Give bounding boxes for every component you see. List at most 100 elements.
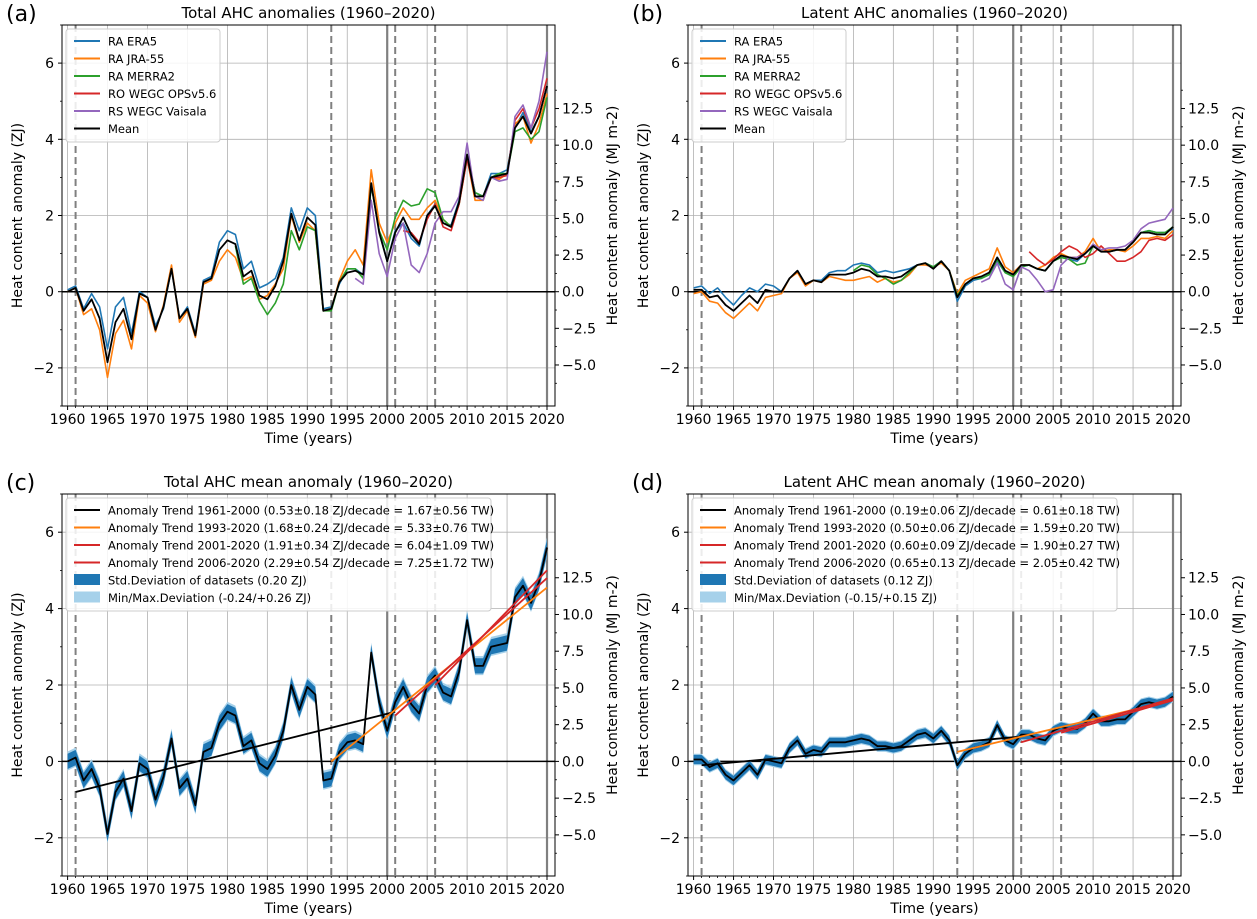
x-tick-label: 1965 [716, 882, 752, 898]
legend-label: RO WEGC OPSv5.6 [108, 87, 216, 101]
x-tick-label: 1990 [915, 412, 951, 428]
series-line [403, 78, 548, 243]
x-tick-label: 2020 [1155, 882, 1191, 898]
legend-label: RS WEGC Vaisala [108, 105, 207, 119]
y-axis-label: Heat content anomaly (ZJ) [636, 123, 652, 308]
legend-box [691, 497, 1118, 612]
x-tick-label: 1965 [716, 412, 752, 428]
legend-label: Min/Max.Deviation (-0.24/+0.26 ZJ) [108, 591, 311, 605]
x-tick-label: 1970 [756, 412, 792, 428]
y-axis-label: Heat content anomaly (ZJ) [636, 592, 652, 777]
y-tick-label: 4 [45, 132, 54, 148]
y-tick-label: 0 [45, 285, 54, 301]
y-right-tick-label: 0.0 [562, 285, 584, 301]
legend-box [691, 28, 847, 143]
y-right-tick-label: 7.5 [562, 175, 584, 191]
y-tick-label: 6 [45, 525, 54, 541]
y-right-tick-label: 12.5 [1188, 102, 1219, 118]
y-right-tick-label: −2.5 [1188, 321, 1222, 337]
y-axis-label: Heat content anomaly (ZJ) [10, 592, 26, 777]
mean-line [67, 547, 548, 835]
y-axis-label: Heat content anomaly (ZJ) [10, 123, 26, 308]
trend-line [394, 577, 548, 717]
x-tick-label: 2005 [409, 882, 445, 898]
x-tick-label: 1970 [756, 882, 792, 898]
x-tick-label: 1995 [955, 882, 991, 898]
panel-title: Total AHC anomalies (1960–2020) [181, 4, 436, 22]
x-tick-label: 1970 [130, 882, 166, 898]
x-tick-label: 2015 [489, 882, 525, 898]
std-deviation-band [67, 539, 547, 842]
y-right-tick-label: −2.5 [562, 321, 596, 337]
x-axis-label: Time (years) [263, 431, 352, 447]
legend-label: Anomaly Trend 1993-2020 (1.68±0.24 ZJ/de… [108, 521, 494, 535]
trend-line [75, 710, 396, 793]
legend-label: RA MERRA2 [734, 70, 801, 84]
y-tick-label: −2 [659, 831, 680, 847]
y-right-tick-label: 10.0 [562, 138, 593, 154]
y-right-tick-label: 7.5 [1188, 175, 1210, 191]
y-tick-label: 4 [671, 602, 680, 618]
x-tick-label: 1980 [210, 412, 246, 428]
legend-label: Mean [734, 122, 765, 136]
trend-line [434, 569, 548, 686]
legend-label: RA ERA5 [734, 35, 783, 49]
series-line [1028, 233, 1174, 266]
x-tick-label: 2015 [489, 412, 525, 428]
y-tick-label: 2 [45, 209, 54, 225]
x-axis-label: Time (years) [263, 901, 352, 917]
x-tick-label: 2000 [995, 882, 1031, 898]
legend-label: Anomaly Trend 1993-2020 (0.50±0.06 ZJ/de… [734, 521, 1120, 535]
y-tick-label: 6 [671, 56, 680, 72]
y-right-tick-label: 2.5 [562, 718, 584, 734]
legend-label: Min/Max.Deviation (-0.15/+0.15 ZJ) [734, 591, 937, 605]
panel-a: 1960 1965 1970 1975 1980 1985 1990 1995 2000 2005… [6, 2, 621, 447]
legend: Anomaly Trend 1961-2000 (0.53±0.18 ZJ/de… [65, 497, 494, 612]
x-tick-label: 1970 [130, 412, 166, 428]
y-right-tick-label: 12.5 [1188, 571, 1219, 587]
y-right-tick-label: 2.5 [1188, 248, 1210, 264]
legend-swatch-patch [700, 591, 726, 603]
series-line [67, 85, 548, 364]
x-tick-label: 1990 [289, 882, 325, 898]
y-tick-label: 0 [671, 754, 680, 770]
y-right-tick-label: −5.0 [562, 358, 596, 374]
trend-line [1060, 699, 1174, 734]
x-tick-label: 1960 [50, 412, 86, 428]
legend-swatch-patch [74, 574, 100, 585]
x-tick-label: 2015 [1115, 882, 1151, 898]
x-tick-label: 1960 [50, 882, 86, 898]
x-tick-label: 1980 [836, 412, 872, 428]
y-right-tick-label: −5.0 [1188, 358, 1222, 374]
x-tick-label: 1985 [250, 882, 286, 898]
y-axis-right-label: Heat content anomaly (MJ m-2) [1231, 106, 1247, 326]
legend-swatch-patch [74, 591, 100, 603]
y-right-tick-label: −2.5 [562, 791, 596, 807]
y-tick-label: 6 [45, 56, 54, 72]
x-tick-label: 2010 [1075, 882, 1111, 898]
x-tick-label: 1985 [876, 412, 912, 428]
x-tick-label: 2005 [1035, 412, 1071, 428]
x-tick-label: 1995 [329, 412, 365, 428]
panel-title: Latent AHC anomalies (1960–2020) [801, 4, 1068, 22]
x-tick-label: 1965 [90, 882, 126, 898]
legend: RA ERA5 RA JRA-55 RA MERRA2 RO WEGC OPSv5.6… [691, 28, 847, 143]
y-right-tick-label: 10.0 [1188, 607, 1219, 623]
legend-label: RS WEGC Vaisala [734, 105, 833, 119]
y-axis-right-label: Heat content anomaly (MJ m-2) [605, 106, 621, 326]
x-axis-label: Time (years) [889, 901, 978, 917]
legend: Anomaly Trend 1961-2000 (0.19±0.06 ZJ/de… [691, 497, 1120, 612]
legend-label: RA JRA-55 [734, 52, 790, 66]
y-right-tick-label: 2.5 [1188, 718, 1210, 734]
x-tick-label: 2020 [529, 882, 565, 898]
x-tick-label: 2020 [1155, 412, 1191, 428]
y-right-tick-label: 5.0 [1188, 681, 1210, 697]
legend-box [65, 497, 492, 612]
y-right-tick-label: 7.5 [562, 644, 584, 660]
legend-label: Anomaly Trend 2001-2020 (1.91±0.34 ZJ/de… [108, 539, 494, 553]
series-line [980, 207, 1174, 293]
x-tick-label: 2010 [449, 882, 485, 898]
y-right-tick-label: −5.0 [562, 828, 596, 844]
panel-label: (b) [632, 2, 663, 27]
